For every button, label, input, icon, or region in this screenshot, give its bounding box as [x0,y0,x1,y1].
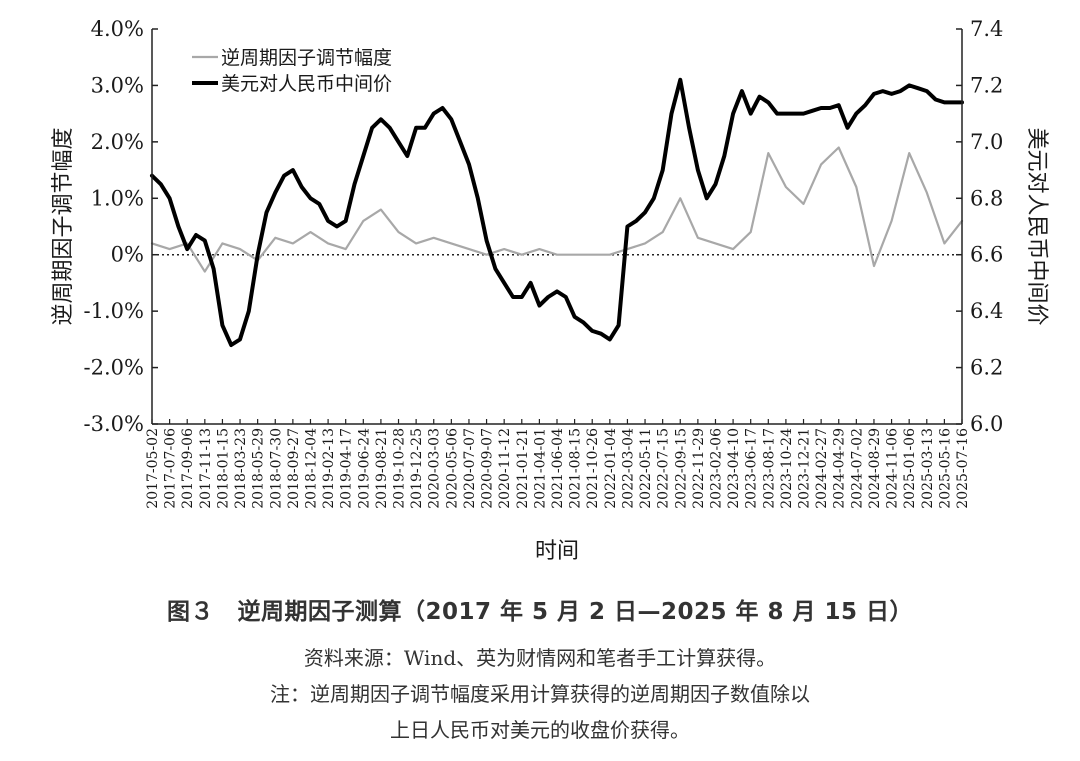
source-note: 资料来源：Wind、英为财情网和笔者手工计算获得。 [303,646,777,670]
x-tick-label: 2022-07-15 [656,428,672,509]
x-tick-label: 2024-08-29 [867,428,883,509]
x-tick-label: 2025-03-13 [920,428,936,509]
x-tick-label: 2018-05-29 [251,428,267,509]
y-left-tick-label: 4.0% [91,17,144,41]
legend-label: 逆周期因子调节幅度 [221,47,392,69]
x-tick-label: 2017-11-13 [198,428,214,509]
y-right-axis-title: 美元对人民币中间价 [1024,127,1049,325]
x-tick-label: 2019-02-13 [321,428,337,509]
y-right-tick-label: 7.2 [970,73,1003,97]
x-tick-label: 2023-02-06 [708,428,724,509]
x-tick-label: 2019-04-17 [339,428,355,509]
footnote-line-1: 注：逆周期因子调节幅度采用计算获得的逆周期因子数值除以 [270,682,810,706]
y-right-tick-label: 7.4 [970,17,1003,41]
x-tick-label: 2023-04-10 [726,428,742,509]
x-tick-label: 2025-07-16 [955,428,971,509]
x-tick-label: 2020-07-07 [462,428,478,509]
x-tick-label: 2025-01-06 [902,428,918,509]
x-tick-label: 2024-04-29 [832,428,848,509]
y-left-tick-label: -3.0% [84,412,144,436]
x-tick-label: 2021-08-15 [568,428,584,509]
x-tick-label: 2023-08-17 [761,428,777,509]
x-tick-label: 2023-10-24 [779,428,795,509]
x-tick-label: 2020-05-06 [444,428,460,509]
x-tick-label: 2020-09-07 [480,428,496,509]
series-line-adjustment [150,146,964,273]
x-tick-label: 2019-06-24 [356,428,372,509]
x-tick-label: 2025-05-16 [937,428,953,509]
x-tick-label: 2020-11-12 [497,428,513,509]
x-tick-label: 2020-03-03 [427,428,443,509]
x-tick-label: 2019-10-28 [392,428,408,509]
figure-title: 图３ 逆周期因子测算（2017 年 5 月 2 日—2025 年 8 月 15 … [166,599,914,625]
y-left-tick-label: -1.0% [84,299,144,323]
y-left-axis-title: 逆周期因子调节幅度 [51,127,76,325]
x-tick-label: 2022-11-29 [691,428,707,509]
x-tick-label: 2017-07-06 [163,428,179,509]
x-tick-label: 2018-01-15 [215,428,231,509]
chart: 4.0% 3.0% 2.0% 1.0% 0% -1.0% -2.0% -3.0% 7.4 7.2 7… [51,17,1049,564]
y-right-tick-label: 6.2 [970,356,1003,380]
y-left-tick-label: -2.0% [84,356,144,380]
y-right-tick-label: 6.8 [970,186,1003,210]
x-tick-label: 2024-02-27 [814,428,830,509]
x-tick-label: 2024-07-02 [849,428,865,509]
x-tick-label: 2019-12-25 [409,428,425,509]
footnote-line-2: 上日人民币对美元的收盘价获得。 [390,718,690,742]
x-tick-label: 2021-04-01 [532,428,548,509]
x-tick-label: 2023-06-17 [744,428,760,509]
x-tick-label: 2021-01-21 [515,428,531,509]
x-tick-label: 2017-09-06 [180,428,196,509]
legend-label: 美元对人民币中间价 [221,73,392,95]
y-right-tick-label: 6.4 [970,299,1003,323]
x-tick-label: 2022-05-11 [638,428,654,509]
x-tick-label: 2018-03-23 [233,428,249,509]
plot-area [150,77,964,347]
x-tick-label: 2022-01-04 [603,428,619,509]
y-left-tick-label: 3.0% [91,73,144,97]
axes: 4.0% 3.0% 2.0% 1.0% 0% -1.0% -2.0% -3.0% 7.4 7.2 7… [51,17,1049,564]
x-tick-label: 2019-08-21 [374,428,390,509]
x-tick-label: 2021-06-04 [550,428,566,509]
x-tick-label: 2018-07-30 [268,428,284,509]
y-left-tick-label: 2.0% [91,130,144,154]
x-tick-label: 2024-11-06 [885,428,901,509]
y-right-tick-label: 6.0 [970,412,1003,436]
x-tick-label: 2018-12-04 [303,428,319,509]
x-tick-label: 2021-10-26 [585,428,601,509]
x-axis-title: 时间 [535,539,579,564]
x-tick-label: 2022-03-04 [620,428,636,509]
series-line-central-parity [150,77,964,347]
y-left-tick-label: 0% [111,243,144,267]
y-right-tick-label: 7.0 [970,130,1003,154]
x-tick-label: 2023-12-21 [797,428,813,509]
x-tick-label: 2017-05-02 [145,428,161,509]
y-left-tick-label: 1.0% [91,186,144,210]
x-tick-label: 2022-09-15 [673,428,689,509]
y-right-tick-label: 6.6 [970,243,1003,267]
x-tick-label: 2018-09-27 [286,428,302,509]
